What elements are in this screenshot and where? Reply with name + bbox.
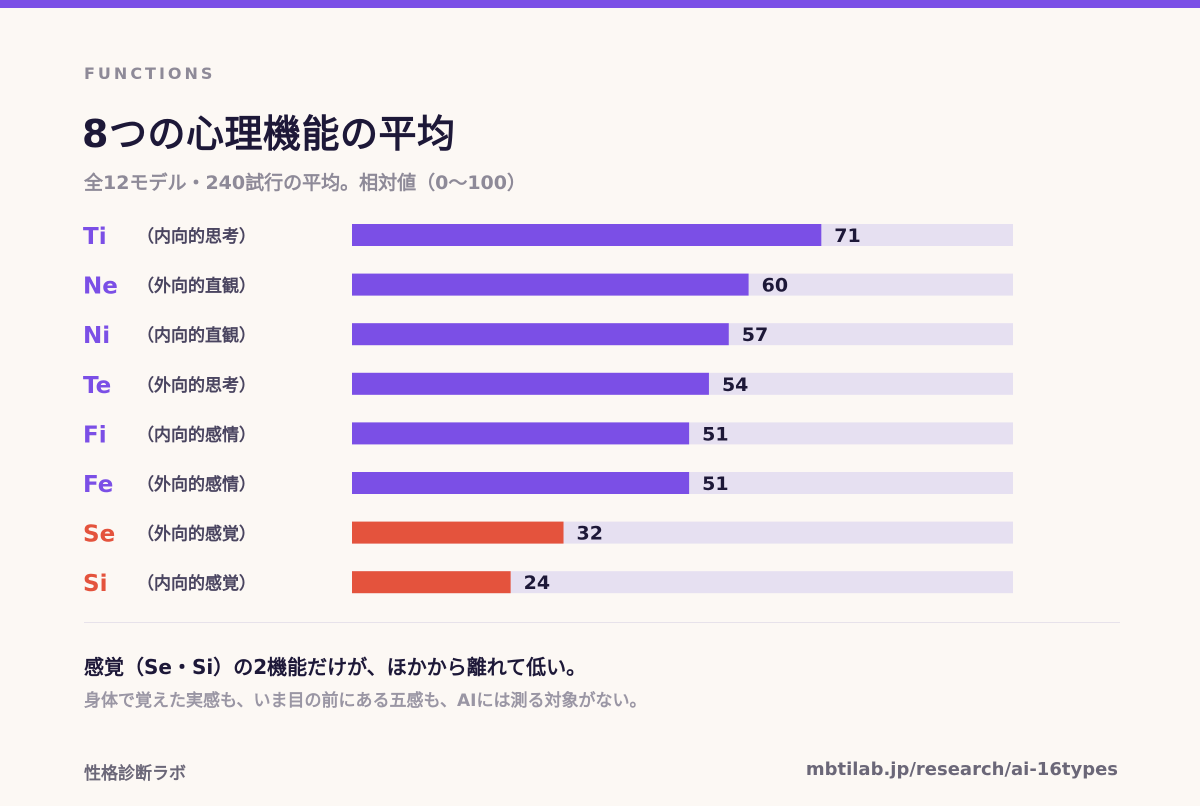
bar-se bbox=[352, 521, 564, 544]
function-code-ti: Ti bbox=[83, 224, 107, 250]
function-name-fi: （内向的感情） bbox=[137, 424, 256, 445]
function-name-te: （外向的思考） bbox=[137, 375, 256, 396]
function-code-fi: Fi bbox=[83, 422, 107, 448]
function-name-ni: （内向的直観） bbox=[137, 325, 256, 346]
top-accent-bar bbox=[0, 0, 1200, 8]
conclusion-text: 感覚（Se・Si）の2機能だけが、ほかから離れて低い。 bbox=[84, 655, 587, 679]
brand-label: 性格診断ラボ bbox=[84, 764, 186, 784]
function-name-se: （外向的感覚） bbox=[137, 524, 256, 545]
note-text: 身体で覚えた実感も、いま目の前にある五感も、AIには測る対象がない。 bbox=[84, 691, 647, 711]
function-name-ti: （内向的思考） bbox=[137, 226, 256, 247]
bar-fi bbox=[352, 422, 690, 445]
bar-si bbox=[352, 571, 511, 594]
value-label-te: 54 bbox=[722, 374, 748, 396]
page-title: 8つの心理機能の平均 bbox=[82, 112, 456, 156]
function-name-fe: （外向的感情） bbox=[137, 474, 256, 495]
function-code-ne: Ne bbox=[83, 274, 118, 300]
bar-track-si bbox=[352, 571, 1013, 594]
function-code-fe: Fe bbox=[83, 472, 113, 498]
function-code-si: Si bbox=[83, 571, 107, 597]
function-name-ne: （外向的直観） bbox=[137, 276, 256, 297]
page-subtitle: 全12モデル・240試行の平均。相対値（0〜100） bbox=[84, 172, 526, 194]
value-label-ti: 71 bbox=[834, 225, 860, 247]
function-name-si: （内向的感覚） bbox=[137, 573, 256, 594]
functions-bar-chart: Ti （内向的思考） 71 Ne （外向的直観） 60 Ni （内向的直観） 57 Te （外向的思… bbox=[83, 224, 1013, 597]
bar-te bbox=[352, 372, 709, 395]
divider bbox=[84, 622, 1120, 623]
section-eyebrow: FUNCTIONS bbox=[84, 64, 216, 83]
value-label-fe: 51 bbox=[702, 473, 728, 495]
function-code-te: Te bbox=[83, 373, 111, 399]
value-label-si: 24 bbox=[524, 572, 550, 594]
source-url: mbtilab.jp/research/ai-16types bbox=[805, 759, 1118, 780]
value-label-ni: 57 bbox=[742, 324, 768, 346]
bar-fe bbox=[352, 472, 690, 494]
bar-ni bbox=[352, 323, 729, 346]
value-label-se: 32 bbox=[577, 523, 603, 545]
function-code-se: Se bbox=[83, 522, 115, 548]
bar-ti bbox=[352, 224, 822, 246]
function-code-ni: Ni bbox=[83, 323, 110, 349]
value-label-ne: 60 bbox=[762, 275, 788, 297]
bar-ne bbox=[352, 273, 749, 296]
value-label-fi: 51 bbox=[702, 423, 728, 445]
